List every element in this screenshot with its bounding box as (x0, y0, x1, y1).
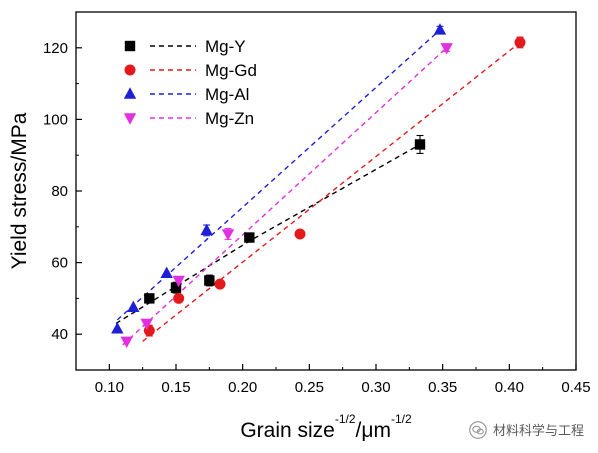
point-mg-zn (440, 43, 453, 55)
point-mg-al (160, 266, 173, 279)
point-mg-al (111, 322, 124, 334)
fit-line-mg-zn (122, 47, 448, 346)
point-mg-gd (173, 292, 185, 304)
point-mg-zn (172, 275, 185, 288)
watermark-text: 材料科学与工程 (492, 424, 584, 439)
legend-label-mg-zn: Mg-Zn (205, 109, 254, 128)
x-tick-label: 0.20 (228, 379, 257, 396)
point-mg-y (144, 293, 155, 304)
x-tick-label: 0.35 (428, 379, 457, 396)
legend-marker-mg-zn (123, 113, 137, 125)
point-mg-al (433, 23, 447, 35)
point-mg-al (200, 223, 213, 236)
legend-marker-mg-y (124, 40, 136, 52)
error-bars (145, 25, 524, 337)
wechat-icon (469, 420, 487, 439)
legend-label-mg-gd: Mg-Gd (205, 61, 257, 80)
y-tick-label: 80 (51, 183, 68, 200)
legend-marker-mg-al (123, 87, 137, 99)
point-mg-y (170, 282, 182, 293)
y-tick-label: 100 (43, 111, 68, 128)
fit-line-mg-gd (142, 41, 521, 342)
point-mg-zn (120, 336, 133, 349)
x-tick-label: 0.10 (95, 379, 124, 396)
x-axis-label: Grain size-1/2/μm-1/2 (240, 412, 412, 442)
x-axis-label-unit: /μm (356, 419, 391, 442)
y-axis-label: Yield stress/MPa (8, 112, 31, 269)
point-mg-zn (140, 318, 153, 331)
point-mg-gd (214, 278, 226, 290)
legend-label-mg-y: Mg-Y (205, 37, 246, 56)
fit-line-mg-al (116, 29, 441, 321)
point-mg-y (414, 139, 426, 150)
y-tick-label: 120 (43, 40, 68, 57)
point-mg-y (244, 232, 255, 243)
point-mg-zn (221, 229, 235, 241)
plot-frame (75, 11, 577, 371)
point-mg-al (127, 300, 140, 313)
fit-line-mg-y (115, 143, 421, 325)
legend-marker-mg-gd (124, 64, 136, 76)
watermark: 材料科学与工程 (469, 420, 584, 439)
y-tick-label: 40 (51, 326, 68, 343)
x-axis-label-exp2: -1/2 (391, 412, 412, 426)
x-tick-label: 0.25 (295, 379, 324, 396)
x-tick-label: 0.15 (161, 379, 190, 396)
x-axis-label-exp1: -1/2 (335, 412, 356, 426)
axis-ticks: 0.10 0.15 0.20 0.25 0.30 0.35 0.40 0.45 40 60 80 10… (43, 11, 591, 396)
point-mg-gd (294, 228, 306, 240)
y-tick-label: 60 (51, 255, 68, 272)
x-tick-label: 0.30 (361, 379, 390, 396)
x-tick-label: 0.45 (561, 379, 590, 396)
legend-label-mg-al: Mg-Al (205, 85, 249, 104)
x-axis-label-main: Grain size (240, 419, 335, 442)
x-tick-label: 0.40 (495, 379, 524, 396)
point-mg-y (204, 275, 215, 286)
point-mg-gd (514, 36, 526, 48)
legend: Mg-Y Mg-Gd Mg-Al Mg-Zn (123, 37, 257, 128)
data-points (111, 23, 526, 349)
